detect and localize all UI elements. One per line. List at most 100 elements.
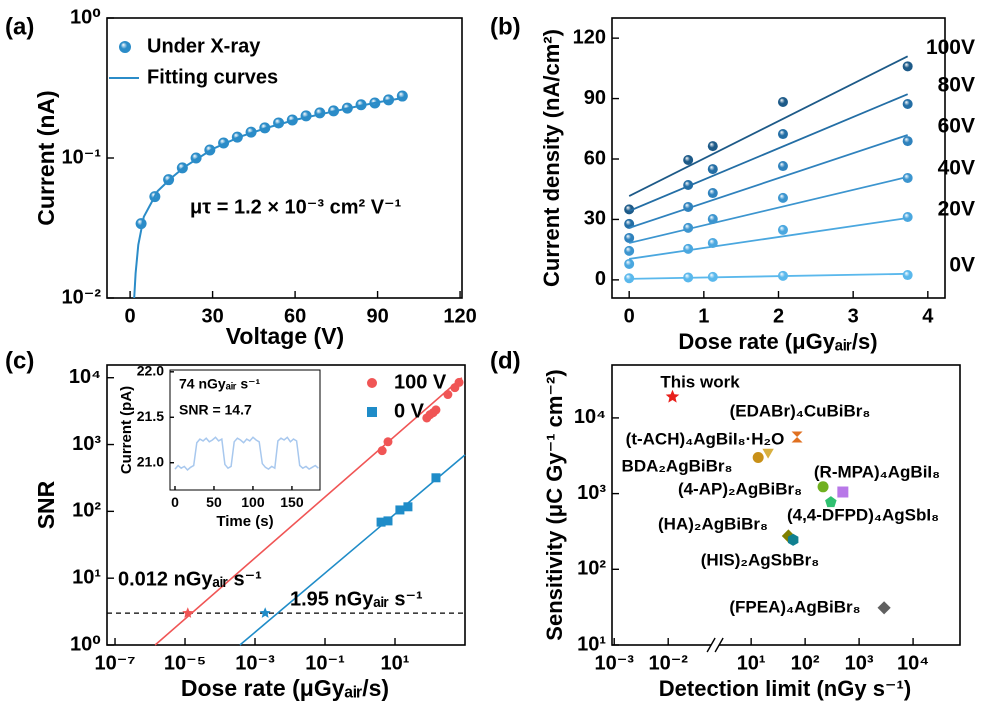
- data-point: [777, 270, 788, 281]
- data-point: [454, 377, 464, 387]
- point-label: (EDABr)₄CuBiBr₈: [730, 401, 871, 420]
- x-tick-label: 3: [848, 305, 859, 327]
- y-tick-label: 10³: [72, 433, 101, 455]
- y-tick-label: 10⁴: [574, 406, 606, 428]
- axis-break: [714, 637, 724, 653]
- fit-line: [629, 272, 908, 280]
- x-tick-label: 10⁻²: [648, 652, 688, 674]
- data-point: [777, 129, 788, 140]
- fit-line: [154, 377, 463, 646]
- x-axis-title: Dose rate (μGyₐᵢᵣ/s): [678, 329, 877, 354]
- fit-line: [628, 55, 909, 197]
- legend-label: Under X-ray: [147, 35, 261, 57]
- x-tick-label: 10¹: [737, 652, 766, 674]
- fit-line: [629, 217, 908, 260]
- data-point: [683, 272, 694, 283]
- plot-frame: [106, 364, 466, 646]
- series-label: 100V: [926, 36, 975, 59]
- panel-label: (c): [5, 347, 34, 374]
- x-tick-label: 150: [280, 494, 304, 510]
- y-tick-label: 21.0: [137, 453, 164, 469]
- inset-subtitle: SNR = 14.7: [179, 402, 252, 418]
- y-tick-label: 10³: [577, 482, 606, 504]
- x-tick-label: 10³: [845, 652, 874, 674]
- x-tick-label: 10⁻⁵: [164, 652, 206, 674]
- axis-break-gap: [711, 637, 720, 653]
- data-point: [902, 136, 913, 147]
- x-axis-title: Detection limit (nGy s⁻¹): [659, 676, 911, 701]
- annotation: μτ = 1.2 × 10⁻³ cm² V⁻¹: [190, 196, 402, 218]
- data-point: [752, 451, 764, 463]
- x-tick-label: 10²: [791, 652, 820, 674]
- x-tick-label: 0: [125, 305, 136, 327]
- legend-label: Fitting curves: [147, 66, 278, 88]
- fit-line: [628, 176, 908, 244]
- data-point: [791, 431, 803, 443]
- data-point: [683, 201, 694, 212]
- data-point: [825, 496, 837, 508]
- x-tick-label: 10⁻³: [594, 652, 634, 674]
- y-tick-label: 10¹: [72, 566, 101, 588]
- series-label: 40V: [938, 156, 975, 179]
- data-point: [443, 390, 453, 400]
- point-label: (HIS)₂AgSbBr₈: [701, 550, 819, 569]
- y-tick-label: 0: [595, 268, 606, 290]
- data-point: [624, 245, 635, 256]
- data-point: [665, 389, 680, 403]
- y-tick-label: 10⁰: [70, 633, 101, 655]
- x-tick-label: 4: [922, 305, 934, 327]
- data-point: [902, 99, 913, 110]
- data-point: [777, 224, 788, 235]
- y-axis-title: Current density (nA/cm²): [539, 29, 564, 287]
- point-label: This work: [660, 372, 740, 391]
- x-tick-label: 90: [366, 305, 388, 327]
- data-point: [777, 97, 788, 107]
- fit-line: [239, 454, 466, 646]
- data-point: [777, 192, 788, 203]
- detection-limit-marker: [182, 607, 194, 618]
- limit-label: 0.012 nGyₐᵢᵣ s⁻¹: [118, 568, 262, 590]
- data-point: [396, 90, 408, 102]
- legend-marker: [367, 407, 377, 417]
- data-point: [624, 204, 635, 215]
- point-label: (t-ACH)₄AgBiI₈·H₂O: [626, 429, 785, 448]
- x-axis-title: Voltage (V): [226, 323, 344, 349]
- x-axis-title: Time (s): [216, 513, 273, 530]
- plot-frame: [106, 17, 463, 299]
- legend-label: 100 V: [394, 371, 447, 393]
- panel-label: (d): [490, 347, 521, 374]
- data-point: [707, 214, 718, 225]
- x-tick-label: 1: [698, 305, 709, 327]
- panel-label: (a): [5, 13, 34, 40]
- y-tick-label: 30: [584, 208, 606, 230]
- data-point: [624, 258, 635, 269]
- data-point: [777, 161, 788, 172]
- y-axis-title: Current (nA): [33, 90, 59, 225]
- point-label: (4-AP)₂AgBiBr₈: [678, 479, 802, 498]
- plot-frame: [611, 17, 946, 299]
- x-tick-label: 100: [241, 494, 265, 510]
- detection-limit-marker: [259, 607, 271, 618]
- data-point: [817, 481, 829, 493]
- data-point: [902, 172, 913, 183]
- x-tick-label: 10⁻¹: [305, 652, 345, 674]
- point-label: (R-MPA)₄AgBiI₈: [814, 462, 940, 481]
- series-label: 80V: [938, 74, 975, 97]
- legend-marker: [119, 41, 131, 53]
- point-label: BDA₂AgBiBr₈: [622, 456, 733, 475]
- data-point: [707, 238, 718, 249]
- fit-line: [628, 134, 908, 229]
- y-axis-title: Current (pA): [118, 386, 135, 474]
- x-tick-label: 10⁻⁷: [94, 652, 135, 674]
- y-tick-label: 10⁴: [69, 366, 101, 388]
- data-point: [683, 155, 694, 166]
- data-point: [707, 164, 718, 175]
- data-point: [431, 405, 441, 415]
- x-tick-label: 0: [624, 305, 635, 327]
- data-point: [431, 473, 441, 483]
- series-label: 60V: [938, 115, 975, 138]
- data-point: [902, 212, 913, 223]
- signal-line: [174, 436, 319, 472]
- data-point: [707, 141, 718, 152]
- x-tick-label: 50: [206, 494, 222, 510]
